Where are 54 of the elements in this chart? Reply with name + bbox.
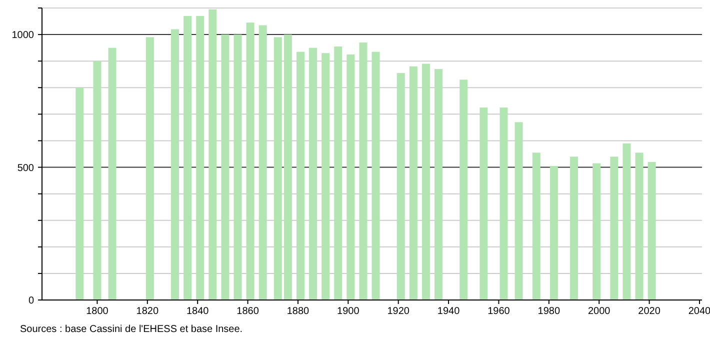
bar [221, 34, 230, 300]
bar [171, 29, 180, 300]
bar [234, 34, 242, 300]
bar [622, 143, 631, 300]
x-tick-label: 1900 [337, 306, 360, 317]
bar [500, 108, 508, 300]
x-tick-label: 2000 [588, 306, 611, 317]
bar [346, 54, 355, 300]
bar [422, 64, 430, 300]
bar [550, 166, 558, 300]
bar [274, 37, 282, 300]
bar [648, 162, 656, 300]
x-tick-label: 2020 [638, 306, 661, 317]
source-note: Sources : base Cassini de l'EHESS et base Insee. [20, 324, 243, 335]
bar [480, 108, 488, 300]
x-tick-label: 2040 [688, 306, 710, 317]
bar [258, 25, 267, 300]
bar [93, 61, 102, 300]
bar [372, 52, 380, 300]
x-tick-label: 1920 [387, 306, 410, 317]
bar [146, 37, 154, 300]
x-tick-label: 1940 [437, 306, 460, 317]
y-tick-label: 0 [28, 296, 34, 306]
bar [570, 156, 578, 300]
bar [309, 48, 318, 300]
bar [296, 52, 304, 300]
bar [322, 53, 330, 300]
bar [208, 9, 217, 300]
bar [532, 152, 540, 300]
x-tick-label: 1860 [236, 306, 260, 317]
x-tick-label: 1960 [488, 306, 510, 317]
y-tick-label: 500 [17, 162, 34, 174]
bar [334, 46, 342, 300]
bar [514, 122, 523, 300]
bar [196, 16, 204, 300]
x-tick-label: 1980 [538, 306, 560, 317]
bar [409, 66, 418, 300]
bar [359, 42, 368, 300]
x-tick-label: 1880 [286, 306, 310, 317]
x-tick-label: 1840 [186, 306, 210, 317]
bar [76, 88, 84, 300]
bar [592, 163, 601, 300]
bar [460, 80, 468, 300]
bar [284, 34, 292, 300]
x-tick-label: 1820 [136, 306, 159, 317]
y-tick-label: 1000 [12, 30, 34, 42]
bar [396, 73, 405, 300]
bar [108, 48, 116, 300]
x-tick-label: 1800 [86, 306, 109, 317]
bar [184, 16, 192, 300]
bar [434, 69, 442, 300]
bar [246, 22, 254, 300]
bar [610, 156, 618, 300]
bar [635, 152, 644, 300]
